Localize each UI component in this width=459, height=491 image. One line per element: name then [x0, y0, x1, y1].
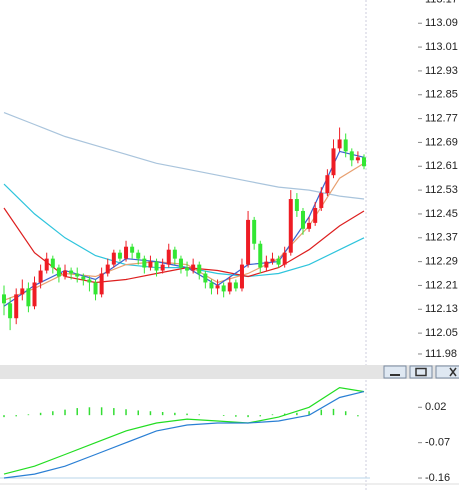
candle-body — [209, 282, 214, 289]
candle-body — [325, 175, 330, 194]
y-tick-label: 112.05 — [425, 327, 458, 339]
candle-body — [69, 270, 74, 274]
candle-body — [191, 264, 196, 271]
candle-body — [270, 258, 275, 262]
candle-body — [166, 249, 171, 265]
candle-body — [349, 151, 354, 161]
candle-body — [355, 157, 360, 161]
y-tick-label: 113.09 — [425, 17, 458, 29]
candle-body — [75, 273, 80, 277]
candle-body — [38, 270, 43, 283]
candle-body — [124, 246, 129, 259]
y-tick-label: 112.77 — [425, 112, 458, 124]
y-tick-label: 0.02 — [425, 401, 446, 413]
y-tick-label: 112.53 — [425, 184, 458, 196]
close-icon — [449, 367, 457, 377]
candle-body — [99, 273, 104, 295]
y-tick-label: -0.16 — [425, 472, 450, 484]
y-tick-label: 112.93 — [425, 65, 458, 77]
candle-body — [313, 207, 318, 223]
y-tick-label: 112.45 — [425, 208, 458, 220]
y-tick-label: 112.29 — [425, 256, 458, 268]
candle-body — [178, 258, 183, 268]
candle-body — [362, 157, 366, 167]
candle-body — [221, 285, 226, 292]
candle-body — [50, 258, 55, 268]
candle-body — [93, 282, 98, 295]
candle-body — [300, 210, 305, 229]
candle-body — [105, 264, 110, 274]
maximize-icon — [415, 367, 427, 377]
indicator-line — [3, 386, 365, 475]
close-button[interactable] — [435, 365, 459, 379]
candle-body — [203, 273, 208, 283]
candle-body — [239, 264, 244, 289]
candle-body — [142, 258, 147, 268]
indicator-line — [3, 391, 365, 479]
candle-body — [276, 258, 281, 265]
y-tick-label: 112.85 — [425, 89, 458, 101]
y-tick-label: 112.69 — [425, 136, 458, 148]
y-tick-label: 113.01 — [425, 41, 458, 53]
candle-body — [8, 303, 13, 319]
candle-body — [197, 264, 202, 274]
candle-body — [288, 199, 293, 253]
candle-body — [227, 282, 232, 292]
candle-body — [233, 282, 238, 289]
candle-body — [252, 219, 257, 244]
y-tick-label: 112.21 — [425, 279, 458, 291]
y-tick-label: 112.61 — [425, 160, 458, 172]
candle-body — [117, 252, 122, 259]
candle-body — [26, 288, 31, 307]
candle-body — [130, 246, 135, 253]
candle-body — [246, 219, 251, 265]
candle-body — [87, 279, 92, 283]
candle-body — [136, 252, 141, 259]
candle-body — [14, 294, 19, 319]
candle-body — [185, 267, 190, 271]
y-tick-label: 112.37 — [425, 232, 458, 244]
minimize-button[interactable] — [383, 365, 407, 379]
y-tick-label: 112.13 — [425, 303, 458, 315]
panel-separator — [0, 365, 459, 379]
candle-body — [81, 276, 86, 280]
candle-body — [307, 222, 312, 229]
candle-body — [32, 282, 37, 307]
candle-body — [172, 249, 177, 259]
candle-body — [148, 261, 153, 268]
y-tick-label: 113.17 — [425, 0, 458, 5]
candle-body — [215, 285, 220, 289]
candle-body — [44, 258, 49, 271]
candle-body — [63, 270, 68, 277]
candle-body — [20, 288, 25, 295]
indicator-line — [3, 112, 365, 200]
candle-body — [258, 243, 263, 268]
window-buttons — [383, 365, 459, 379]
candle-body — [111, 252, 116, 265]
y-tick-label: -0.07 — [425, 437, 450, 449]
y-tick-label: 111.98 — [425, 348, 457, 360]
candle-body — [56, 267, 61, 277]
candle-body — [160, 264, 165, 271]
candle-body — [294, 199, 299, 211]
candle-body — [282, 252, 287, 265]
candle-body — [264, 261, 269, 268]
candle-body — [319, 193, 324, 208]
candle-body — [343, 139, 348, 152]
candle-body — [337, 139, 342, 149]
candle-body — [2, 294, 6, 304]
candle-body — [154, 261, 159, 271]
candle-body — [331, 148, 336, 176]
